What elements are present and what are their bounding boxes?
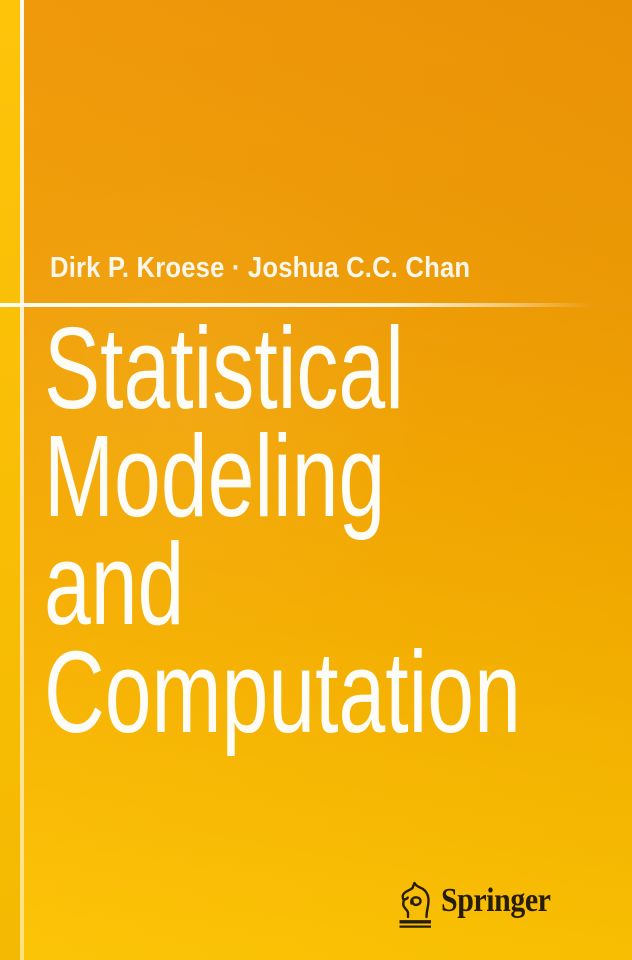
- horizontal-rule: [0, 303, 632, 307]
- spine-accent-strip: [0, 0, 20, 960]
- title-line-2: Modeling: [44, 411, 386, 541]
- springer-logo: Springer: [396, 879, 565, 929]
- title-line-1: Statistical: [44, 303, 404, 433]
- vertical-rule: [20, 0, 24, 960]
- author-line: Dirk P. Kroese · Joshua C.C. Chan: [50, 252, 471, 284]
- springer-wordmark: Springer: [441, 882, 551, 919]
- book-title: Statistical Modeling and Computation: [44, 303, 521, 757]
- springer-horse-icon: [396, 879, 436, 929]
- title-line-4: Computation: [44, 627, 521, 757]
- title-line-3: and: [44, 519, 185, 649]
